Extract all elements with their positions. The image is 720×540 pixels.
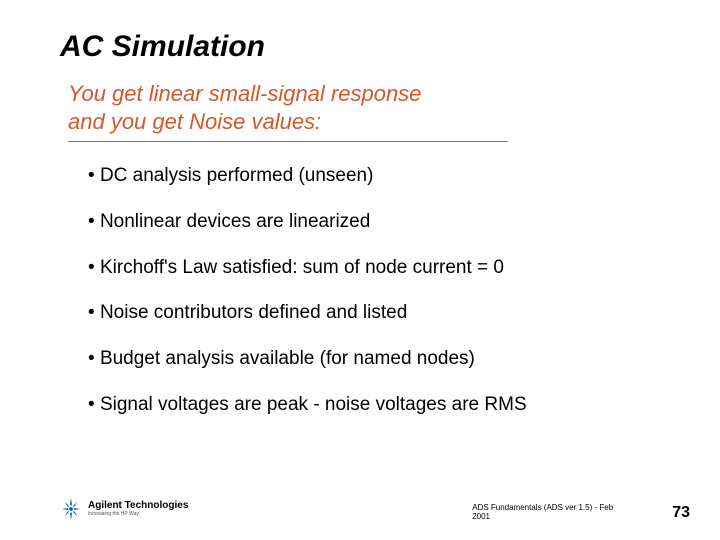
course-info: ADS Fundamentals (ADS ver 1.5) - Feb 200… bbox=[472, 503, 632, 522]
subtitle-underline bbox=[68, 141, 508, 142]
bullet-text: DC analysis performed (unseen) bbox=[100, 165, 374, 186]
logo: Agilent Technologies Innovating the HP W… bbox=[60, 496, 188, 522]
bullet-list: • DC analysis performed (unseen) • Nonli… bbox=[60, 164, 660, 417]
logo-text: Agilent Technologies Innovating the HP W… bbox=[88, 501, 188, 517]
bullet-text: Kirchoff's Law satisfied: sum of node cu… bbox=[100, 257, 504, 278]
agilent-spark-icon bbox=[60, 496, 82, 522]
bullet-item: • Noise contributors defined and listed bbox=[88, 301, 660, 325]
slide-subtitle: You get linear small-signal response and… bbox=[60, 80, 660, 135]
bullet-item: • Kirchoff's Law satisfied: sum of node … bbox=[88, 256, 660, 280]
slide-footer: Agilent Technologies Innovating the HP W… bbox=[60, 496, 690, 522]
bullet-item: • DC analysis performed (unseen) bbox=[88, 164, 660, 188]
bullet-item: • Signal voltages are peak - noise volta… bbox=[88, 393, 660, 417]
bullet-text: Noise contributors defined and listed bbox=[100, 302, 407, 323]
subtitle-line-1: You get linear small-signal response bbox=[68, 81, 421, 106]
bullet-text: Budget analysis available (for named nod… bbox=[100, 348, 475, 369]
logo-tagline: Innovating the HP Way bbox=[88, 512, 188, 517]
page-number: 73 bbox=[672, 504, 690, 522]
slide-title: AC Simulation bbox=[60, 30, 660, 64]
bullet-text: Nonlinear devices are linearized bbox=[100, 211, 370, 232]
slide: AC Simulation You get linear small-signa… bbox=[0, 0, 720, 540]
bullet-item: • Budget analysis available (for named n… bbox=[88, 347, 660, 371]
logo-name: Agilent Technologies bbox=[88, 501, 188, 511]
footer-right: ADS Fundamentals (ADS ver 1.5) - Feb 200… bbox=[472, 503, 690, 522]
subtitle-line-2: and you get Noise values: bbox=[68, 109, 321, 134]
bullet-text: Signal voltages are peak - noise voltage… bbox=[100, 394, 527, 415]
bullet-item: • Nonlinear devices are linearized bbox=[88, 210, 660, 234]
